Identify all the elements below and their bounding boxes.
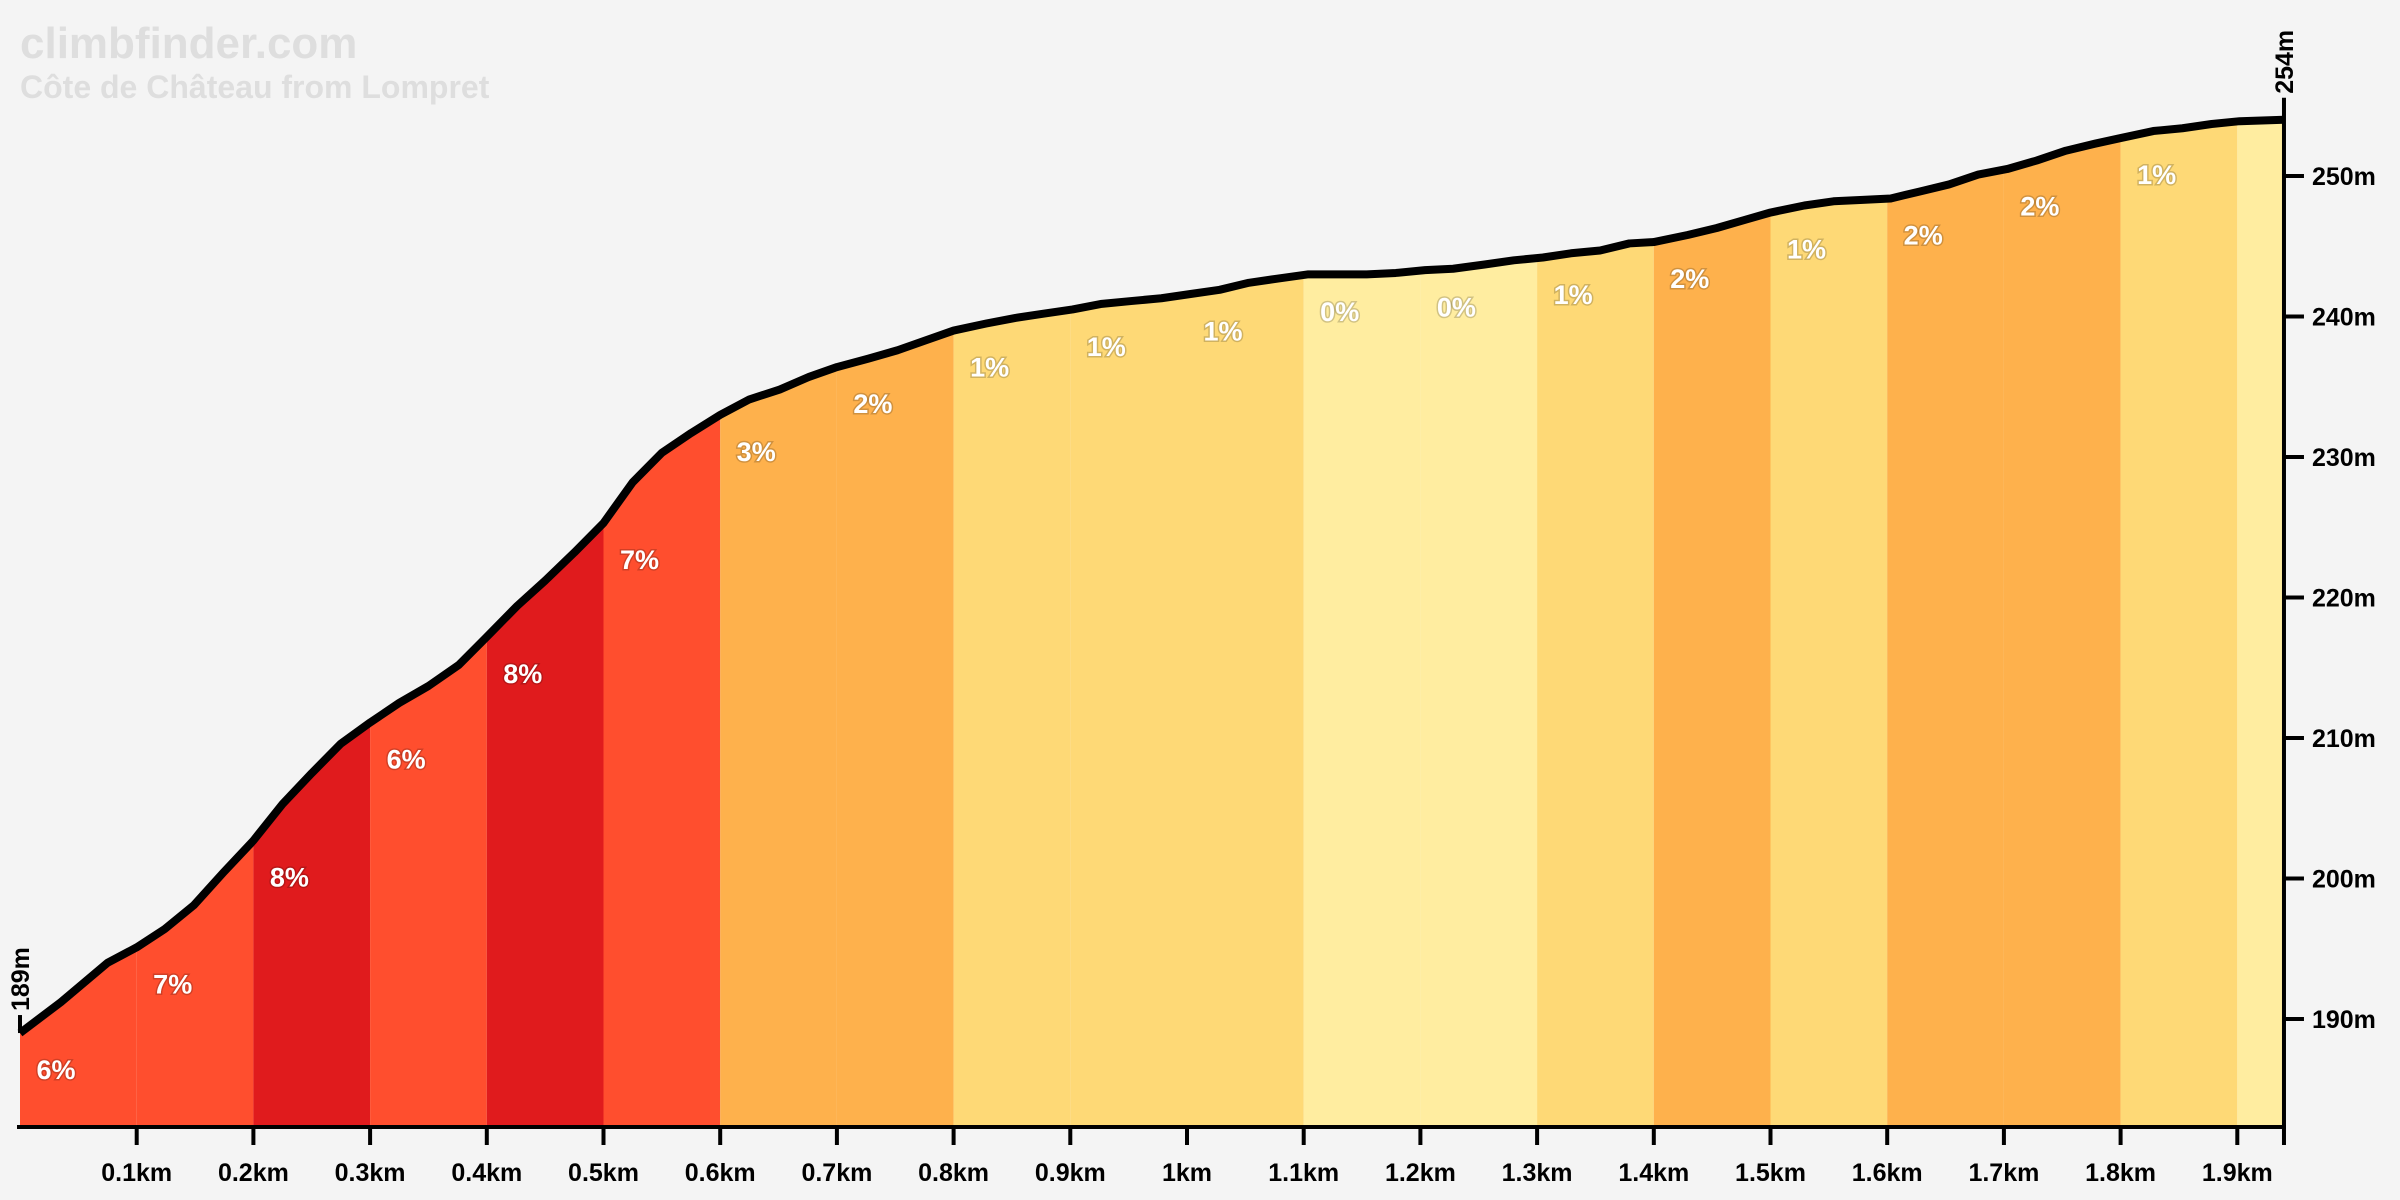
x-tick-label: 0.9km (1035, 1159, 1106, 1187)
climb-title: Côte de Château from Lompret (20, 69, 490, 105)
x-tick-label: 0.1km (101, 1159, 172, 1187)
grade-segment (1420, 258, 1538, 1127)
grade-segment (2003, 138, 2121, 1127)
x-tick-label: 1.7km (1968, 1159, 2039, 1187)
grade-label: 6% (387, 745, 426, 775)
grade-segment (603, 414, 721, 1128)
grade-label: 0% (1320, 297, 1359, 327)
x-tick-label: 0.5km (568, 1159, 639, 1187)
y-tick-label: 250m (2312, 163, 2376, 191)
grade-segment (486, 523, 604, 1127)
x-tick-label: 0.2km (218, 1159, 289, 1187)
elevation-line (17, 115, 2285, 1037)
start-elevation-label: 189m (7, 947, 35, 1011)
y-tick-label: 230m (2312, 444, 2376, 472)
y-tick-label: 200m (2312, 866, 2376, 894)
x-tick-label: 0.3km (335, 1159, 406, 1187)
grade-label: 0% (1437, 293, 1476, 323)
grade-segment (1537, 242, 1654, 1127)
x-tick-label: 1.3km (1502, 1159, 1573, 1187)
y-tick-label: 190m (2312, 1006, 2376, 1034)
grade-segment (1187, 274, 1304, 1127)
grade-label: 3% (737, 437, 776, 467)
grade-segment (136, 840, 254, 1127)
grade-segment (1653, 212, 1771, 1127)
y-tick-label: 240m (2312, 304, 2376, 332)
grade-segment (253, 722, 371, 1127)
grade-label: 2% (1904, 221, 1943, 251)
grade-label: 2% (1670, 264, 1709, 294)
x-tick-label: 1.1km (1268, 1159, 1339, 1187)
grade-label: 8% (503, 659, 542, 689)
grade-segment (1887, 169, 2004, 1127)
grade-label: 6% (36, 1055, 75, 1085)
grade-label: 7% (153, 969, 192, 999)
x-tick-label: 1.2km (1385, 1159, 1456, 1187)
grade-segment (836, 330, 954, 1127)
x-tick-label: 0.7km (801, 1159, 872, 1187)
grade-segment (1070, 294, 1187, 1128)
site-logo-text: climbfinder.com (20, 19, 357, 68)
x-tick-label: 1.6km (1852, 1159, 1923, 1187)
x-tick-label: 1km (1162, 1159, 1212, 1187)
x-tick-label: 1.9km (2202, 1159, 2273, 1187)
grade-segment (953, 309, 1071, 1127)
x-tick-label: 1.4km (1618, 1159, 1689, 1187)
grade-label: 1% (970, 353, 1009, 383)
grade-label: 1% (1554, 280, 1593, 310)
grade-segment (2120, 121, 2238, 1128)
grade-label: 7% (620, 545, 659, 575)
grade-segment (1770, 198, 1888, 1127)
end-elevation-label: 254m (2271, 30, 2299, 94)
grade-label: 2% (853, 389, 892, 419)
y-tick-label: 210m (2312, 725, 2376, 753)
y-tick-label: 220m (2312, 585, 2376, 613)
grade-label: 1% (1087, 332, 1126, 362)
x-tick-label: 0.6km (685, 1159, 756, 1187)
grade-label: 1% (1203, 317, 1242, 347)
x-tick-label: 0.8km (918, 1159, 989, 1187)
x-tick-label: 0.4km (451, 1159, 522, 1187)
grade-segment (2237, 119, 2284, 1128)
x-tick-label: 1.8km (2085, 1159, 2156, 1187)
x-tick-label: 1.5km (1735, 1159, 1806, 1187)
grade-label: 8% (270, 863, 309, 893)
grade-segment (20, 947, 137, 1127)
grade-label: 2% (2020, 192, 2059, 222)
grade-segment (1303, 270, 1421, 1127)
grade-segment (720, 367, 837, 1128)
grade-segment (370, 636, 487, 1127)
grade-label: 1% (2137, 160, 2176, 190)
grade-label: 1% (1787, 235, 1826, 265)
